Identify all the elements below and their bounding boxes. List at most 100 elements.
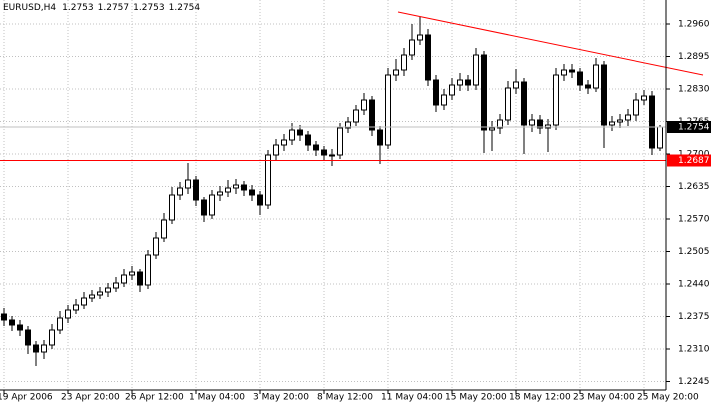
candle-body (529, 119, 535, 126)
candle-body (481, 54, 487, 131)
candle-body (561, 69, 567, 76)
price-label: 1.2754 (678, 123, 710, 133)
candle-body (353, 109, 359, 123)
candle-body (305, 134, 311, 146)
candle-body (489, 127, 495, 131)
quote-high: 1.2757 (98, 3, 130, 13)
candle-body (17, 324, 23, 331)
candle-body (209, 194, 215, 216)
candle-body (633, 99, 639, 116)
candle-body (585, 84, 591, 89)
candle-body (377, 129, 383, 146)
candle-body (417, 34, 423, 41)
x-tick-label: 3 May 20:00 (253, 393, 309, 403)
price-label: 1.2687 (678, 156, 710, 166)
candle-body (465, 79, 471, 86)
x-tick-label: 11 May 04:00 (381, 393, 443, 403)
candle-body (361, 99, 367, 111)
candle-body (201, 199, 207, 216)
trendline (397, 11, 704, 76)
header: EURUSD,H4 1.2753 1.2757 1.2753 1.2754 (3, 3, 200, 13)
candle-body (401, 54, 407, 71)
plot (0, 11, 704, 366)
x-tick-label: 18 May 12:00 (509, 393, 571, 403)
candle-body (409, 39, 415, 56)
candle-body (185, 179, 191, 189)
symbol: EURUSD,H4 (3, 3, 56, 13)
candle-body (281, 139, 287, 146)
candle-body (89, 294, 95, 299)
y-tick-label: 1.2635 (678, 182, 710, 192)
candle-body (369, 99, 375, 131)
quote-low: 1.2753 (133, 3, 165, 13)
candle-body (193, 179, 199, 201)
x-tick-label: 26 Apr 12:00 (125, 393, 184, 403)
candle-body (625, 114, 631, 121)
x-tick-label: 23 Apr 20:00 (61, 393, 120, 403)
candle-body (657, 126, 663, 149)
y-tick-label: 1.2570 (678, 215, 710, 225)
candle-body (521, 81, 527, 126)
candle-body (33, 344, 39, 353)
candle-body (385, 74, 391, 146)
candle-body (137, 271, 143, 286)
candle-body (257, 194, 263, 206)
candle-body (457, 79, 463, 86)
candle-body (57, 317, 63, 331)
candle-body (145, 254, 151, 286)
candle-body (273, 144, 279, 156)
y-tick-label: 1.2440 (678, 280, 710, 290)
candle-body (593, 64, 599, 89)
candle-body (321, 149, 327, 156)
candle-body (289, 129, 295, 141)
candle-body (433, 79, 439, 106)
candle-body (177, 187, 183, 196)
candle-body (65, 309, 71, 319)
candle-body (609, 121, 615, 126)
candle-body (265, 154, 271, 206)
candle-body (249, 189, 255, 196)
candle-body (649, 95, 655, 149)
price-label-box (667, 154, 711, 167)
y-tick-label: 1.2375 (678, 312, 710, 322)
candle-body (313, 144, 319, 151)
candle-body (497, 119, 503, 129)
candle-body (617, 119, 623, 123)
candle-body (9, 319, 15, 326)
candle-body (601, 64, 607, 126)
candle-body (49, 329, 55, 346)
x-tick-label: 8 May 12:00 (317, 393, 373, 403)
candle-body (105, 287, 111, 293)
candle-body (73, 304, 79, 311)
candle-body (153, 237, 159, 256)
quote-close: 1.2754 (169, 3, 201, 13)
candle-body (537, 119, 543, 129)
candle-body (425, 34, 431, 81)
candle-body (217, 191, 223, 196)
x-tick-label: 1 May 04:00 (189, 393, 245, 403)
y-tick-label: 1.2310 (678, 345, 710, 355)
candle-body (329, 154, 335, 157)
y-tick-label: 1.2960 (678, 20, 710, 30)
x-tick-label: 15 May 20:00 (445, 393, 507, 403)
candle-body (393, 69, 399, 76)
candle-body (577, 71, 583, 86)
candle-body (169, 194, 175, 221)
candle-body (449, 84, 455, 96)
candle-body (41, 344, 47, 353)
price-label-box (667, 121, 711, 133)
y-tick-label: 1.2895 (678, 52, 710, 62)
axis-labels: 1.2245 1.2310 1.2375 1.2440 1.2505 1.2570 1.26… (0, 20, 711, 403)
candle-body (113, 282, 119, 289)
candle-body (513, 81, 519, 89)
candle-body (337, 127, 343, 156)
x-tick-label: 19 Apr 2006 (0, 393, 53, 403)
candle-body (569, 69, 575, 73)
candle-body (129, 271, 135, 276)
candle-body (473, 54, 479, 86)
candle-body (161, 219, 167, 239)
x-tick-label: 25 May 20:00 (637, 393, 699, 403)
candle-body (553, 74, 559, 126)
